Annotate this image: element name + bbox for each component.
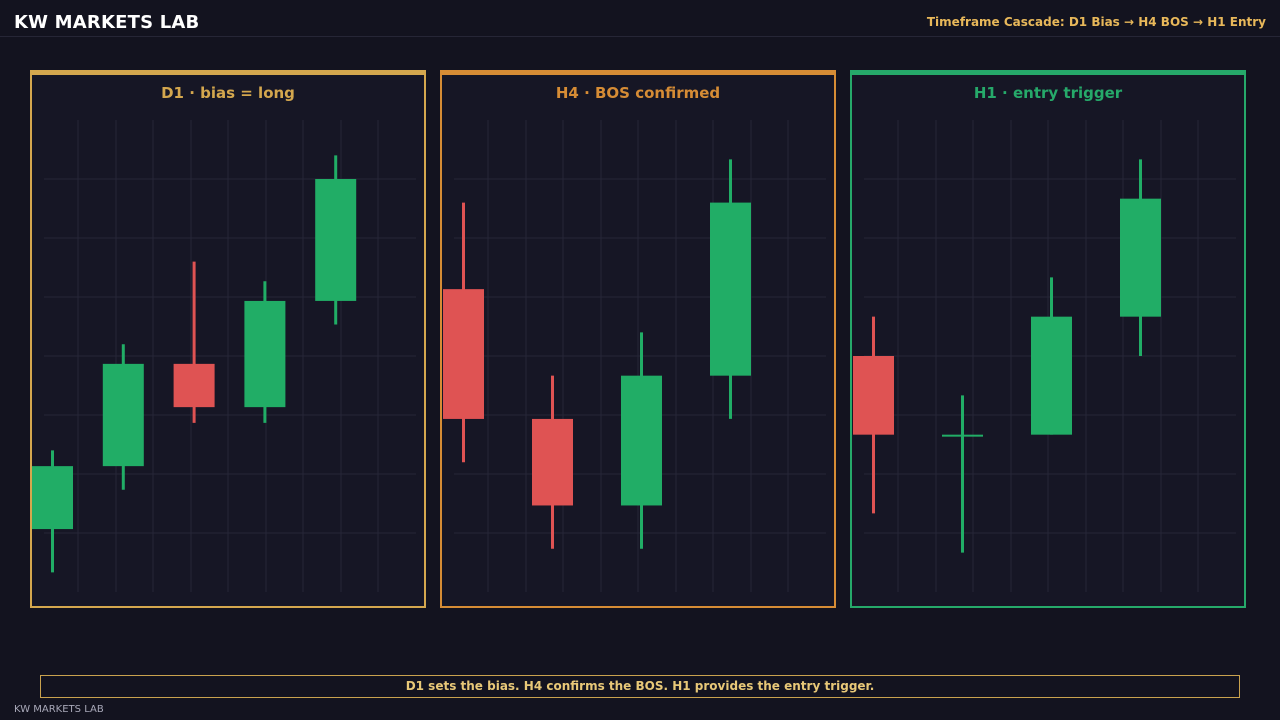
candle-4 bbox=[710, 159, 751, 419]
candle-body bbox=[621, 375, 662, 506]
candle-body bbox=[853, 356, 894, 435]
brand-title: KW MARKETS LAB bbox=[14, 12, 200, 33]
panel-title-d1: D1 · bias = long bbox=[161, 84, 295, 102]
candle-2 bbox=[532, 375, 573, 549]
candle-body bbox=[443, 289, 484, 419]
candle-body bbox=[710, 202, 751, 376]
panel-title-h1: H1 · entry trigger bbox=[973, 84, 1123, 102]
candlestick-chart-h4 bbox=[443, 120, 826, 592]
candle-body bbox=[102, 363, 144, 467]
candle-body bbox=[173, 363, 215, 408]
candlestick-chart-d1 bbox=[32, 120, 416, 592]
candle-1 bbox=[443, 202, 484, 463]
candle-2 bbox=[942, 395, 983, 553]
candle-body bbox=[1120, 198, 1161, 317]
candle-4 bbox=[244, 281, 286, 423]
candlestick-chart-h1 bbox=[853, 120, 1236, 592]
candle-body bbox=[315, 179, 357, 301]
chart-panel-d1: D1 · bias = long bbox=[30, 70, 426, 608]
candle-body bbox=[32, 466, 73, 530]
candle-5 bbox=[315, 155, 357, 325]
grid bbox=[44, 120, 416, 592]
candle-body bbox=[942, 434, 983, 437]
candle-body bbox=[1031, 316, 1072, 435]
candle-1 bbox=[853, 316, 894, 514]
panel-title-h4: H4 · BOS confirmed bbox=[555, 84, 721, 102]
chart-panel-h1: H1 · entry trigger bbox=[850, 70, 1246, 608]
candle-1 bbox=[32, 450, 73, 573]
candle-body bbox=[532, 418, 573, 506]
footer-caption: D1 sets the bias. H4 confirms the BOS. H… bbox=[40, 675, 1240, 698]
candle-3 bbox=[1031, 277, 1072, 435]
candle-body bbox=[244, 300, 286, 408]
app-header: KW MARKETS LAB Timeframe Cascade: D1 Bia… bbox=[0, 0, 1280, 37]
footer-brand: KW MARKETS LAB bbox=[14, 704, 104, 715]
chart-panel-h4: H4 · BOS confirmed bbox=[440, 70, 836, 608]
candle-4 bbox=[1120, 159, 1161, 356]
candle-3 bbox=[621, 332, 662, 549]
candle-3 bbox=[173, 261, 215, 423]
candle-2 bbox=[102, 344, 144, 490]
timeframe-cascade-label: Timeframe Cascade: D1 Bias → H4 BOS → H1… bbox=[926, 15, 1266, 29]
